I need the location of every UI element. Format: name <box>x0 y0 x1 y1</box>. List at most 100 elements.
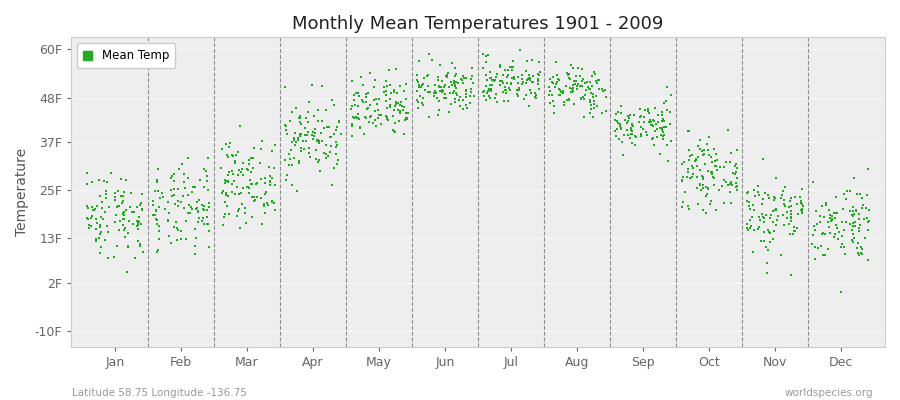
Point <box>266 200 281 206</box>
Point <box>292 135 306 141</box>
Point <box>188 243 202 249</box>
Point <box>419 73 434 80</box>
Point <box>824 212 839 219</box>
Point <box>416 102 430 108</box>
Point <box>709 206 724 213</box>
Point <box>298 125 312 131</box>
Point <box>220 203 234 209</box>
Point <box>90 203 104 209</box>
Point <box>552 92 566 98</box>
Point <box>226 171 240 178</box>
Point <box>346 97 361 104</box>
Point <box>730 146 744 153</box>
Point <box>729 180 743 186</box>
Point <box>655 112 670 118</box>
Point <box>846 223 860 230</box>
Point <box>632 119 646 125</box>
Point <box>709 151 724 158</box>
Point <box>92 176 106 183</box>
Point <box>351 111 365 118</box>
Point <box>847 211 861 217</box>
Point <box>380 105 394 111</box>
Point <box>319 142 333 148</box>
Point <box>410 88 424 94</box>
Point <box>860 214 874 221</box>
Point <box>566 82 580 88</box>
Point <box>265 199 279 205</box>
Point <box>496 80 510 86</box>
Point <box>680 202 695 209</box>
Point <box>515 76 529 82</box>
Point <box>350 90 365 96</box>
Point <box>345 133 359 140</box>
Point <box>148 216 163 223</box>
Point <box>821 246 835 252</box>
Point <box>562 96 576 103</box>
Point <box>292 158 306 164</box>
Point <box>181 175 195 181</box>
Point <box>261 202 275 208</box>
Point <box>696 185 710 192</box>
Point <box>442 109 456 115</box>
Point <box>512 87 526 93</box>
Point <box>359 91 374 97</box>
Point <box>698 184 713 191</box>
Point <box>617 132 632 139</box>
Point <box>491 99 505 105</box>
Point <box>130 220 145 226</box>
Point <box>728 161 742 167</box>
Point <box>510 80 525 86</box>
Point <box>814 243 828 249</box>
Point <box>498 86 512 93</box>
Point <box>85 204 99 210</box>
Point <box>324 143 338 150</box>
Point <box>657 100 671 106</box>
Point <box>766 219 780 225</box>
Point <box>531 81 545 87</box>
Point <box>763 230 778 236</box>
Point <box>201 221 215 227</box>
Point <box>555 90 570 96</box>
Point <box>447 99 462 106</box>
Point <box>299 138 313 144</box>
Point <box>323 149 338 155</box>
Point <box>177 179 192 185</box>
Point <box>515 81 529 87</box>
Point <box>701 152 716 158</box>
Point <box>311 138 326 144</box>
Point <box>696 174 710 180</box>
Point <box>79 203 94 210</box>
Point <box>431 112 446 118</box>
Point <box>130 218 144 224</box>
Point <box>706 174 720 180</box>
Point <box>519 68 534 74</box>
Point <box>608 128 623 134</box>
Point <box>411 79 426 85</box>
Point <box>308 130 322 136</box>
Point <box>847 234 861 241</box>
Point <box>152 204 166 211</box>
Point <box>164 175 178 182</box>
Point <box>760 227 775 233</box>
Point <box>795 210 809 216</box>
Point <box>455 96 470 103</box>
Point <box>712 187 726 194</box>
Point <box>371 107 385 114</box>
Point <box>531 78 545 84</box>
Point <box>221 179 236 185</box>
Point <box>439 73 454 80</box>
Point <box>287 136 302 143</box>
Point <box>789 201 804 207</box>
Point <box>766 196 780 203</box>
Point <box>624 131 638 137</box>
Point <box>521 72 535 78</box>
Point <box>125 209 140 215</box>
Point <box>657 117 671 124</box>
Point <box>614 103 628 110</box>
Point <box>530 71 544 77</box>
Point <box>202 204 216 211</box>
Point <box>489 91 503 97</box>
Point <box>421 51 436 57</box>
Point <box>135 191 149 197</box>
Point <box>82 222 96 228</box>
